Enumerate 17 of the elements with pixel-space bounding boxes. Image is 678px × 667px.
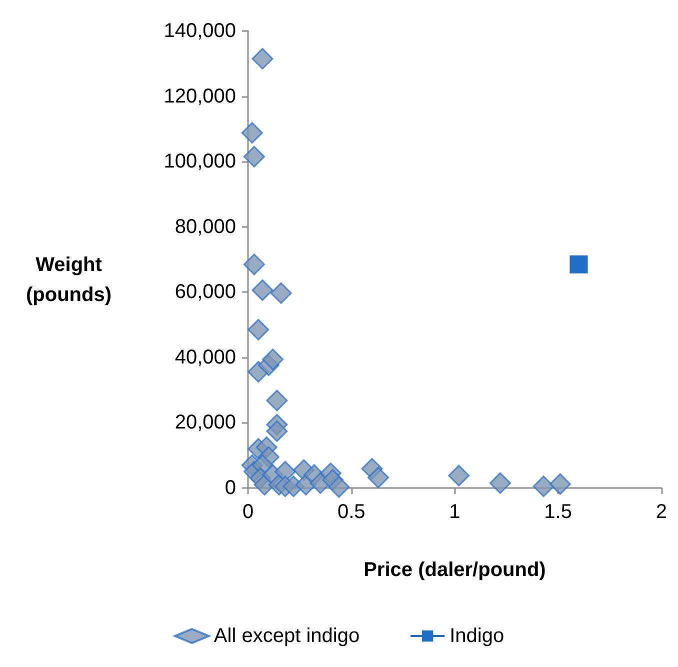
y-tick-label: 140,000 (164, 20, 236, 42)
y-tick-label: 0 (224, 477, 236, 499)
y-tick-label: 100,000 (164, 150, 236, 173)
legend-label: Indigo (450, 625, 504, 647)
legend-label: All except indigo (214, 625, 360, 647)
x-tick-label: 1 (449, 501, 460, 523)
y-tick-label: 40,000 (174, 346, 236, 368)
x-tick-label: 0 (242, 501, 254, 523)
y-tick-label: 20,000 (174, 412, 236, 434)
x-tick-label: 0.5 (337, 501, 366, 523)
x-tick-label: 2 (656, 501, 667, 523)
y-tick-label: 80,000 (174, 216, 236, 238)
y-tick-label: 60,000 (174, 281, 236, 304)
y-tick-label: 120,000 (164, 85, 236, 108)
x-axis-title: Price (daler/pound) (364, 559, 546, 581)
x-tick-label: 1.5 (544, 501, 572, 523)
y-axis-title: Weight (pounds) (26, 254, 112, 306)
